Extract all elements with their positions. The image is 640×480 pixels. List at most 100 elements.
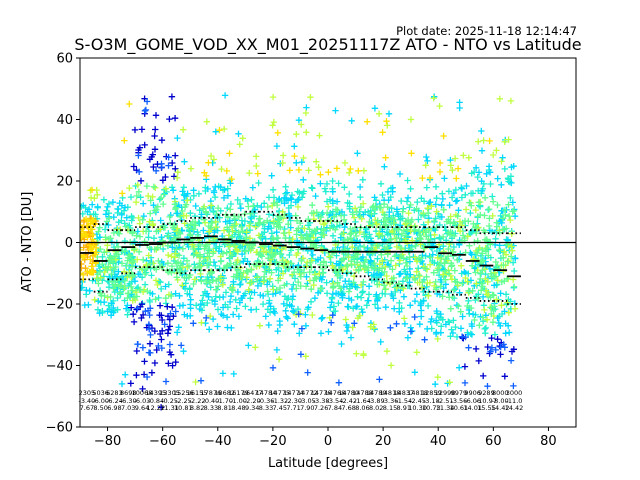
stat-value: -10.97 <box>476 397 497 405</box>
stat-value: 14772 <box>297 389 318 397</box>
stat-value: -3.56 <box>450 397 467 405</box>
scatter-point-group <box>94 182 518 329</box>
x-tick-label: −20 <box>259 434 286 449</box>
statistics-lines <box>80 210 576 305</box>
scatter-point-group <box>134 98 517 390</box>
stat-value: 10068 <box>132 389 153 397</box>
stat-value: 14818 <box>380 389 401 397</box>
stat-value: 5036 <box>92 389 109 397</box>
stat-value: -0.84 <box>147 397 164 405</box>
stat-value: 12998 <box>435 389 456 397</box>
stat-value: 14837 <box>393 389 414 397</box>
x-tick-label: 40 <box>430 434 447 449</box>
stat-value: 14774 <box>283 389 304 397</box>
stat-value: 17876 <box>201 389 222 397</box>
stat-value: -2.30 <box>285 397 302 405</box>
stat-value: 10.81 <box>174 404 193 412</box>
x-tick-label: −60 <box>149 434 176 449</box>
scatter-points <box>80 92 519 411</box>
stat-value: 9.64 <box>135 404 149 412</box>
x-axis-label: Latitude [degrees] <box>268 456 388 471</box>
stat-value: 7.03 <box>121 404 135 412</box>
stat-value: 14.42 <box>491 404 510 412</box>
stat-value: 7.68 <box>341 404 355 412</box>
y-axis-ticks: −60 −40 −20 0 20 40 60 <box>46 52 80 436</box>
stat-value: 7.45 <box>273 404 287 412</box>
stat-value: 8.82 <box>190 404 204 412</box>
stat-value: 14784 <box>256 389 277 397</box>
scatter-point-group <box>87 93 519 386</box>
x-tick-label: −40 <box>204 434 231 449</box>
stat-value: 8.15 <box>383 404 397 412</box>
stat-value: -1.64 <box>354 397 371 405</box>
stat-value: 8000 <box>492 389 509 397</box>
stat-value: 10.30 <box>408 404 427 412</box>
stat-value: 2305 <box>79 389 96 397</box>
stat-value: 14776 <box>311 389 332 397</box>
stat-value: 8.48 <box>231 404 245 412</box>
x-tick-label: 0 <box>324 434 332 449</box>
stat-value: 10.73 <box>422 404 441 412</box>
stat-value: 7.84 <box>328 404 342 412</box>
stat-value: -1.32 <box>271 397 288 405</box>
y-tick-label: 0 <box>65 236 73 251</box>
stat-value: 9906 <box>464 389 481 397</box>
stat-value: 8.02 <box>369 404 383 412</box>
stat-value: -1.54 <box>395 397 412 405</box>
stat-value: 14.42 <box>505 404 524 412</box>
stat-value: -3.54 <box>326 397 343 405</box>
stat-value: 8.50 <box>93 404 107 412</box>
stat-value: -2.45 <box>409 397 426 405</box>
stat-value: -1.00 <box>230 397 247 405</box>
stat-value: 10.61 <box>450 404 469 412</box>
stat-value: 11.31 <box>160 404 179 412</box>
stat-value: 16155 <box>187 389 208 397</box>
stat-value: -6.24 <box>106 397 123 405</box>
stat-value: -2.25 <box>175 397 192 405</box>
stat-value: 8.33 <box>259 404 273 412</box>
stat-value: -3.18 <box>423 397 440 405</box>
stat-value: -2.51 <box>437 397 454 405</box>
scatter-point-group <box>80 100 493 283</box>
stat-value: 9.34 <box>245 404 259 412</box>
stat-value: 13305 <box>159 389 180 397</box>
stat-value: 15256 <box>173 389 194 397</box>
stat-value: 14768 <box>325 389 346 397</box>
chart-title: S-O3M_GOME_VOD_XX_M01_20251117Z ATO - NT… <box>74 35 581 55</box>
stat-value: 7.67 <box>80 404 94 412</box>
stat-value: 6283 <box>106 389 123 397</box>
stat-value: -6.03 <box>134 397 151 405</box>
stat-value: -8.00 <box>492 397 509 405</box>
stat-value: -0.40 <box>202 397 219 405</box>
stat-value: 14788 <box>352 389 373 397</box>
stat-value: 14395 <box>145 389 166 397</box>
stat-value: -2.20 <box>244 397 261 405</box>
stat-value: -0.36 <box>258 397 275 405</box>
stat-value: -6.06 <box>464 397 481 405</box>
x-tick-label: −80 <box>94 434 121 449</box>
x-tick-label: 80 <box>540 434 557 449</box>
plot-date: Plot date: 2025-11-18 12:14:47 <box>396 24 577 38</box>
y-tick-label: 40 <box>56 113 73 128</box>
stat-value: 7.90 <box>300 404 314 412</box>
stat-value: 12.22 <box>146 404 165 412</box>
stat-value: 14818 <box>407 389 428 397</box>
stat-value: 8.81 <box>217 404 231 412</box>
stat-value: 14775 <box>269 389 290 397</box>
stat-value: -11.0 <box>506 397 523 405</box>
y-tick-label: −60 <box>46 421 73 436</box>
stat-value: 8698 <box>120 389 137 397</box>
stat-value: -3.40 <box>78 397 95 405</box>
stat-value: 11.34 <box>436 404 455 412</box>
y-tick-label: −40 <box>46 359 73 374</box>
stat-value: -6.00 <box>92 397 109 405</box>
stat-value: -3.89 <box>368 397 385 405</box>
y-tick-label: −20 <box>46 298 73 313</box>
stat-value: 14780 <box>338 389 359 397</box>
stat-value: 14780 <box>366 389 387 397</box>
stat-value: 6.98 <box>107 404 121 412</box>
x-tick-label: 60 <box>485 434 502 449</box>
stat-value: -3.38 <box>313 397 330 405</box>
stat-value: 9289 <box>478 389 495 397</box>
